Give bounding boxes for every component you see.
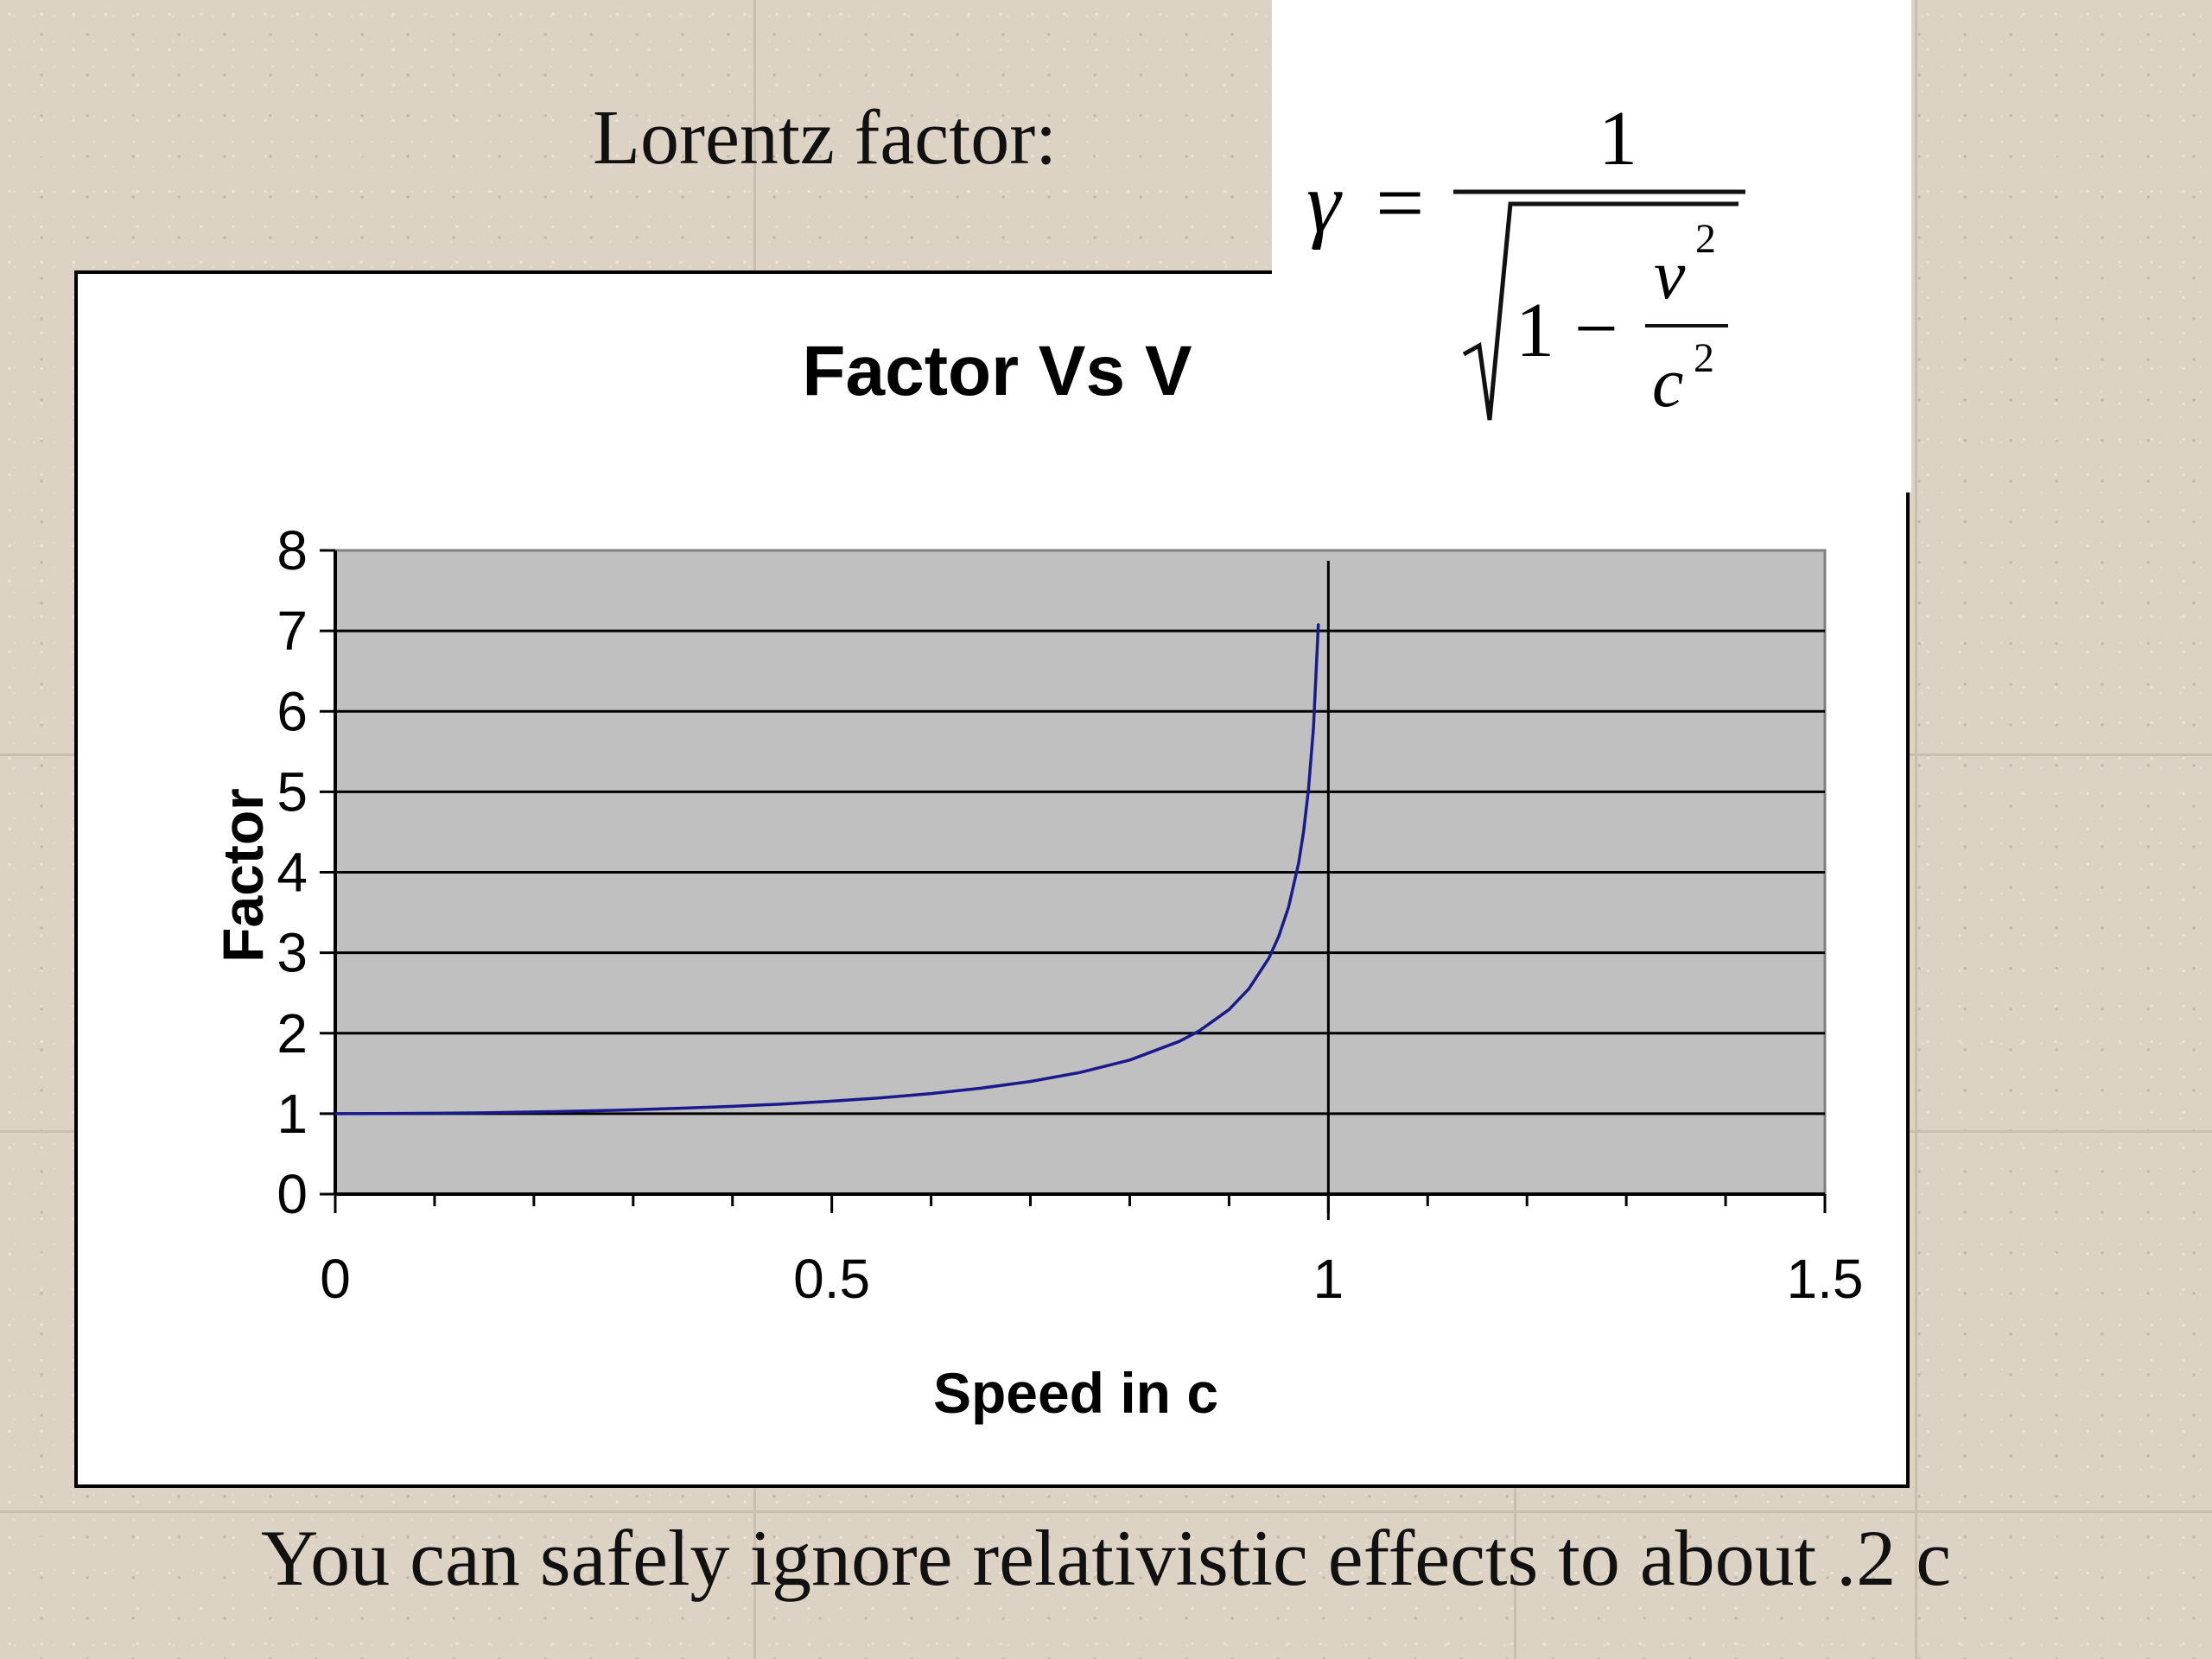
data-point bbox=[830, 1100, 833, 1103]
chart-title: Factor Vs V bbox=[802, 332, 1192, 410]
formula-one: 1 bbox=[1516, 288, 1554, 373]
formula-c-exponent: 2 bbox=[1694, 335, 1714, 381]
data-point bbox=[483, 1112, 486, 1114]
data-point bbox=[632, 1109, 634, 1111]
y-tick-label: 5 bbox=[276, 760, 308, 823]
formula-equals: = bbox=[1376, 155, 1424, 251]
data-point bbox=[334, 1113, 336, 1115]
data-point bbox=[1278, 935, 1280, 938]
formula-gamma: γ bbox=[1306, 155, 1343, 251]
lorentz-formula: γ = 1 1 − v 2 c 2 bbox=[1272, 0, 1911, 493]
data-point bbox=[1029, 1080, 1032, 1083]
data-point bbox=[1287, 906, 1290, 908]
y-tick-label: 8 bbox=[276, 519, 308, 582]
x-tick-label: 0 bbox=[320, 1248, 351, 1310]
slide-heading: Lorentz factor: bbox=[593, 95, 1058, 181]
data-point bbox=[613, 1109, 614, 1111]
data-point bbox=[1313, 727, 1314, 729]
data-point bbox=[1079, 1071, 1081, 1073]
data-point bbox=[1302, 831, 1305, 833]
line-chart: Factor Vs V 0 1 2 3 4 5 6 7 8 0 0.5 1 1.5 Speed in c… bbox=[211, 332, 1863, 1425]
x-tick-label: 1.5 bbox=[1787, 1248, 1864, 1310]
data-point bbox=[533, 1111, 535, 1113]
data-point bbox=[1228, 1008, 1230, 1011]
slide-footer: You can safely ignore relativistic effec… bbox=[260, 1514, 1952, 1602]
y-tick-label: 4 bbox=[276, 842, 308, 904]
data-point bbox=[1268, 957, 1270, 959]
y-tick-label: 6 bbox=[276, 680, 308, 742]
x-axis-title: Speed in c bbox=[933, 1361, 1218, 1425]
data-point bbox=[781, 1103, 783, 1105]
formula-numerator: 1 bbox=[1599, 96, 1637, 181]
gridlines bbox=[335, 561, 1825, 1220]
formula-c: c bbox=[1652, 343, 1683, 422]
axes: 0 1 2 3 4 5 6 7 8 0 0.5 1 1.5 bbox=[276, 519, 1863, 1310]
y-tick-label: 2 bbox=[276, 1002, 308, 1065]
formula-minus: − bbox=[1574, 286, 1618, 372]
formula-v-exponent: 2 bbox=[1695, 216, 1716, 262]
data-point bbox=[731, 1105, 734, 1108]
formula-v: v bbox=[1654, 235, 1686, 314]
data-point bbox=[1128, 1058, 1131, 1061]
series-line-0 bbox=[334, 623, 1320, 1116]
y-axis-title: Factor bbox=[211, 788, 275, 963]
radical-sign bbox=[1462, 201, 1738, 421]
y-tick-label: 0 bbox=[276, 1163, 308, 1225]
y-tick-label: 1 bbox=[276, 1083, 308, 1145]
data-point bbox=[880, 1096, 882, 1099]
data-point bbox=[1307, 789, 1310, 791]
data-point bbox=[930, 1092, 932, 1095]
data-point bbox=[434, 1112, 435, 1115]
data-point bbox=[1318, 623, 1319, 625]
data-point bbox=[582, 1110, 585, 1112]
data-point bbox=[1179, 1040, 1180, 1043]
x-tick-label: 1 bbox=[1313, 1248, 1344, 1310]
x-tick-label: 0.5 bbox=[793, 1248, 870, 1310]
series-layer bbox=[334, 623, 1320, 1116]
data-point bbox=[980, 1087, 982, 1090]
data-point bbox=[1198, 1030, 1200, 1032]
y-tick-label: 3 bbox=[276, 922, 308, 984]
data-point bbox=[1298, 862, 1300, 864]
data-point bbox=[1248, 988, 1250, 990]
data-point bbox=[384, 1112, 386, 1115]
y-tick-label: 7 bbox=[276, 600, 308, 662]
data-point bbox=[682, 1107, 684, 1109]
